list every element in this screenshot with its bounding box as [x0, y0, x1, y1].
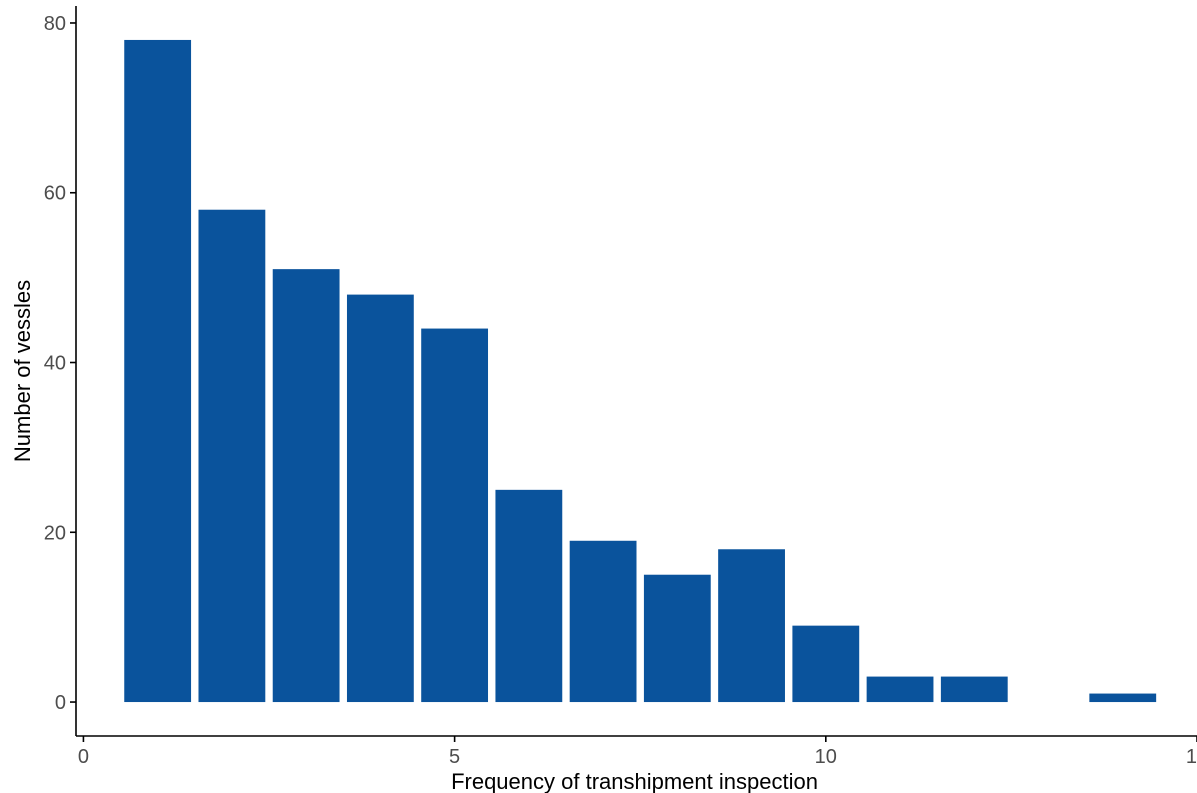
bar-9 — [718, 549, 785, 703]
bar-7 — [569, 540, 637, 703]
y-tick-label: 20 — [44, 522, 66, 544]
bar-11 — [866, 676, 934, 703]
x-tick-label: 5 — [449, 746, 460, 768]
bar-12 — [940, 676, 1008, 703]
x-tick-label: 15 — [1186, 746, 1197, 768]
bar-8 — [643, 574, 711, 703]
bar-14 — [1089, 693, 1157, 703]
bar-6 — [495, 489, 563, 703]
y-tick-label: 0 — [55, 692, 66, 714]
y-tick-label: 60 — [44, 183, 66, 205]
bar-4 — [346, 294, 414, 703]
x-axis-title: Frequency of transhipment inspection — [451, 769, 818, 793]
bar-10 — [792, 625, 860, 703]
y-axis-title: Number of vessles — [10, 280, 35, 462]
y-tick-label: 80 — [44, 13, 66, 35]
bars-group — [124, 39, 1157, 703]
bar-3 — [272, 269, 340, 703]
x-tick-label: 10 — [815, 746, 837, 768]
x-tick-label: 0 — [78, 746, 89, 768]
bar-5 — [421, 328, 489, 703]
y-tick-label: 40 — [44, 353, 66, 375]
x-axis-ticks: 0 5 10 15 — [78, 736, 1197, 768]
bar-1 — [124, 39, 192, 703]
y-axis-ticks: 0 20 40 60 80 — [44, 13, 76, 714]
bar-2 — [198, 209, 266, 703]
